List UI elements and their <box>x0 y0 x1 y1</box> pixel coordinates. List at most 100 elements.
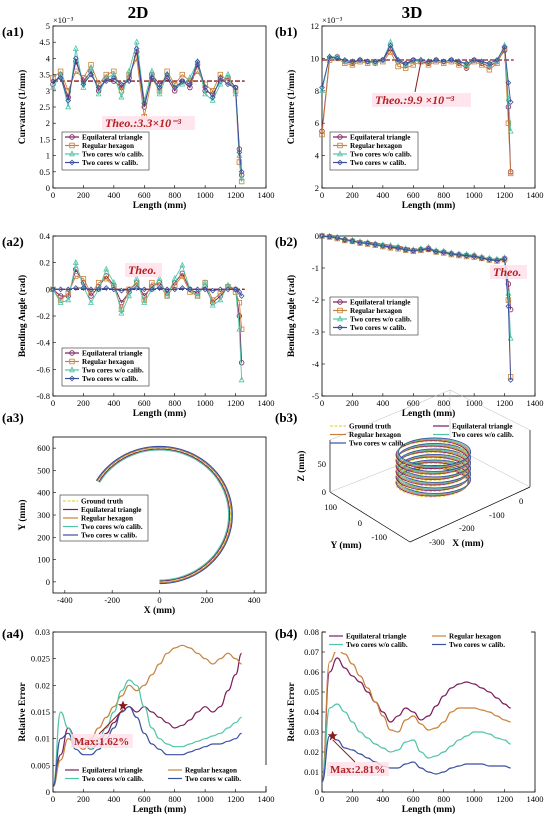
legend-entry: Two cores w calib. <box>449 641 505 649</box>
data-point <box>440 249 447 256</box>
trajectory-equilateral-triangle <box>98 448 231 582</box>
legend-entry: Regular hexagon <box>185 767 237 775</box>
data-point <box>111 68 117 75</box>
legend-marker <box>337 324 343 331</box>
y-tick-label: 5 <box>46 21 50 31</box>
annotation-text: Theo.:9.9 ×10⁻³ <box>375 93 454 107</box>
legend-entry: Regular hexagon <box>350 307 402 315</box>
legend-entry: Regular hexagon <box>349 431 401 439</box>
y-tick-label: 300 <box>37 510 50 520</box>
data-point <box>364 240 371 247</box>
annotation-highlight <box>372 93 471 107</box>
data-point <box>494 57 500 63</box>
data-point <box>118 93 125 100</box>
x-tick-label: 800 <box>168 398 181 408</box>
data-point <box>194 292 201 299</box>
data-point <box>479 62 485 68</box>
legend-box <box>61 347 150 387</box>
legend-entry: Two cores w/o calib. <box>82 367 144 375</box>
x-tick-label: 200 <box>77 398 90 408</box>
x-tick-label: 1000 <box>466 190 483 200</box>
data-point <box>50 83 56 90</box>
data-point <box>57 74 64 81</box>
panel-b2: 0 200 400 600 800 1000 1200 1400 -5 -4 -3 -2 -1 0 Leng… <box>275 231 544 419</box>
data-point <box>202 84 209 91</box>
series-line-two-cores-w-calib- <box>321 44 512 103</box>
legend-marker <box>69 150 75 157</box>
data-point <box>507 170 514 177</box>
y-tick-label: 0.06 <box>304 667 319 677</box>
series-line-regular-hexagon <box>321 649 511 783</box>
data-point <box>425 243 432 250</box>
legend-marker <box>69 375 75 382</box>
legend-entry: Two cores w/o calib. <box>452 431 514 439</box>
y-tick-label: 0 <box>46 787 50 797</box>
y-tick-label: -2 <box>312 295 319 305</box>
x-axis-label: Length (mm) <box>402 408 456 419</box>
data-point <box>187 81 193 88</box>
data-point <box>463 252 470 259</box>
y-tick-label: 0.02 <box>35 680 50 690</box>
data-point <box>88 64 94 71</box>
x-tick-label: 1000 <box>466 794 483 804</box>
x-tick-label: 600 <box>138 398 151 408</box>
data-point <box>50 75 56 81</box>
data-point <box>379 57 386 63</box>
x-tick-label: 1200 <box>496 190 513 200</box>
data-point <box>395 245 401 252</box>
data-point <box>395 243 402 250</box>
data-point <box>172 282 178 289</box>
data-point <box>80 282 87 289</box>
y-tick-label: -0.2 <box>37 311 50 321</box>
panel-label: (b4) <box>275 626 297 641</box>
y-tick-label: -0.4 <box>37 338 51 348</box>
legend-entry: Two cores w calib. <box>185 775 241 783</box>
y-tick-label: 0.01 <box>35 734 50 744</box>
y-tick-label: -0.8 <box>37 391 50 401</box>
x-tick-label: 1000 <box>197 398 214 408</box>
data-point <box>202 90 209 97</box>
data-point <box>110 286 117 293</box>
data-point <box>194 286 201 293</box>
legend-entry: Regular hexagon <box>350 142 402 150</box>
series-line-two-cores-w-o-calib- <box>321 703 511 783</box>
data-point <box>448 57 455 63</box>
legend-entry: Equilateral triangle <box>82 134 143 142</box>
y-tick-label: 0 <box>46 183 50 193</box>
y-tick-label: 0.025 <box>31 654 50 664</box>
data-point <box>164 71 170 78</box>
x-tick-label: 1400 <box>527 398 544 408</box>
data-point <box>209 96 216 103</box>
data-point <box>236 289 243 295</box>
x-axis-label: Length (mm) <box>402 804 456 815</box>
y-tick-label: 0.015 <box>31 707 50 717</box>
data-point <box>179 80 186 87</box>
data-point <box>471 251 478 258</box>
annotation-text: Theo. <box>128 263 156 277</box>
data-point <box>334 235 341 241</box>
data-point <box>171 274 178 281</box>
x-tick-label: 800 <box>437 190 450 200</box>
data-point <box>209 301 216 308</box>
x-tick-label: 400 <box>376 398 389 408</box>
data-point <box>118 309 125 316</box>
x-tick-label: 200 <box>346 794 359 804</box>
legend-entry: Equilateral triangle <box>82 350 143 358</box>
data-point <box>65 296 72 303</box>
helix-ground-truth <box>394 457 468 487</box>
data-point <box>478 58 485 65</box>
data-point <box>156 84 163 91</box>
legend-entry: Ground truth <box>349 423 391 431</box>
data-point <box>126 67 133 74</box>
data-point <box>103 78 110 84</box>
legend-entry: Two cores w/o calib. <box>82 775 144 783</box>
panel-label: (b2) <box>275 234 297 249</box>
data-point <box>149 279 155 286</box>
data-point <box>141 100 148 107</box>
data-point <box>50 286 56 293</box>
data-point <box>349 238 356 244</box>
data-point <box>456 58 462 65</box>
